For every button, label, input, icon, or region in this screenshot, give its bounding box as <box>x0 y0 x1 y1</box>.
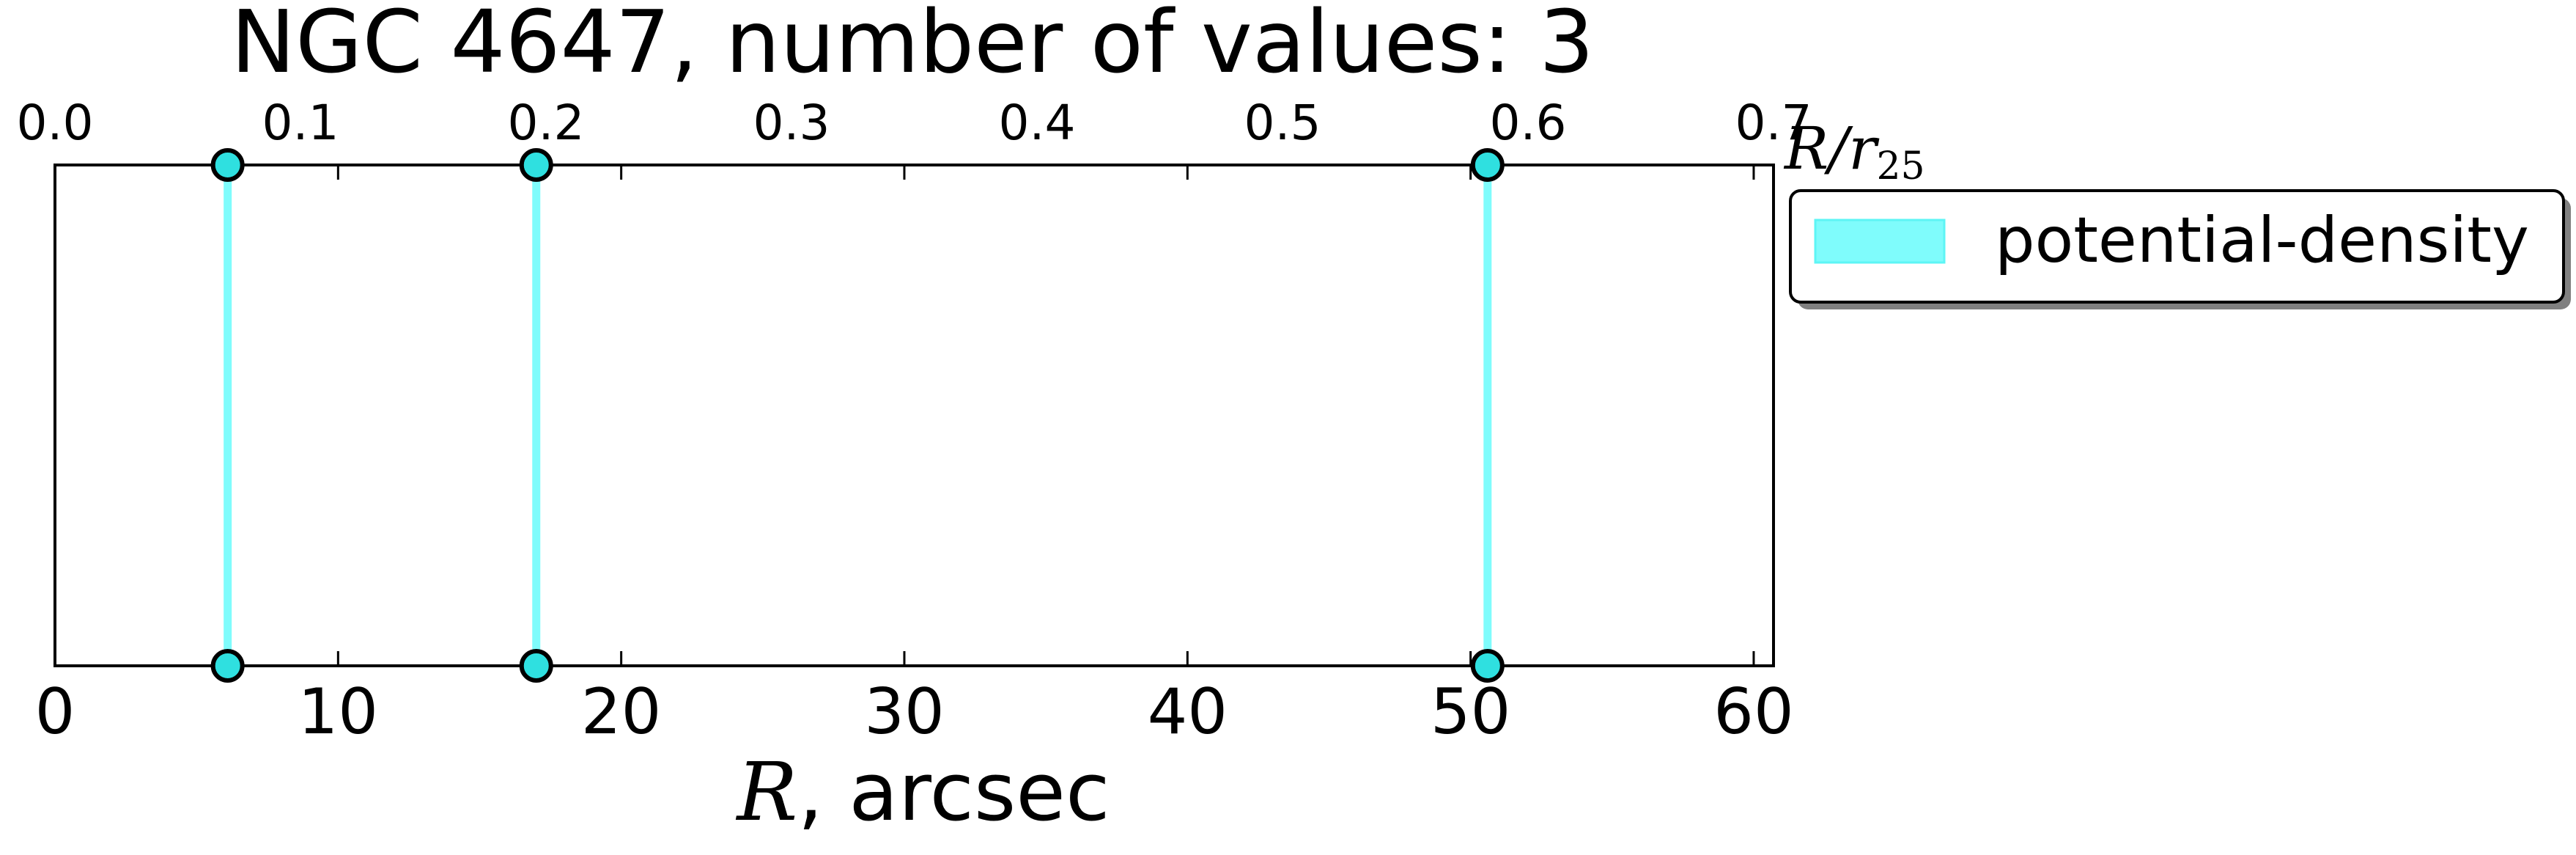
top-tick-label: 0.5 <box>1244 95 1321 151</box>
top-axis-label: R/r25 <box>1783 114 1925 188</box>
top-tick-label: 0.7 <box>1735 95 1812 151</box>
x-tick-label: 10 <box>298 675 378 749</box>
x-tick-label: 20 <box>581 675 661 749</box>
x-tick-label: 60 <box>1713 675 1793 749</box>
chart-title: NGC 4647, number of values: 3 <box>231 0 1594 92</box>
top-tick-label: 0.4 <box>999 95 1076 151</box>
x-tick-label: 40 <box>1148 675 1228 749</box>
series-layer <box>210 148 1505 683</box>
top-axis-label-subscript: 25 <box>1876 144 1924 188</box>
top-tick-label: 0.0 <box>17 95 94 151</box>
top-axis-label-base: R/r <box>1783 114 1880 183</box>
x-tick-label: 0 <box>35 675 75 749</box>
value-marker-top <box>519 148 553 182</box>
x-tick-label: 50 <box>1431 675 1510 749</box>
legend-label: potential-density <box>1995 204 2529 277</box>
legend-box <box>1789 189 2565 304</box>
legend: potential-density <box>1789 189 2571 309</box>
value-marker-top <box>210 148 245 182</box>
x-axis-label-unit: , arcsec <box>797 745 1110 839</box>
top-tick-label: 0.2 <box>508 95 585 151</box>
x-axis-label: R, arcsec <box>736 745 1110 839</box>
top-tick-label: 0.1 <box>262 95 339 151</box>
plot-area: 0 10 20 30 40 50 60 0.0 0.1 0.2 0.3 0.4 0.5 0.6 0.7 <box>17 95 1812 749</box>
top-x-axis: 0.0 0.1 0.2 0.3 0.4 0.5 0.6 0.7 <box>17 95 1812 151</box>
value-marker-top <box>1470 148 1505 182</box>
value-marker-bottom <box>519 649 553 683</box>
legend-swatch <box>1814 219 1946 264</box>
top-tick-label: 0.6 <box>1490 95 1567 151</box>
value-marker-bottom <box>1470 649 1505 683</box>
top-tick-label: 0.3 <box>753 95 830 151</box>
value-marker-bottom <box>210 649 245 683</box>
x-tick-label: 30 <box>864 675 944 749</box>
x-axis-label-symbol: R <box>736 745 798 839</box>
bottom-x-axis: 0 10 20 30 40 50 60 <box>35 165 1794 749</box>
plot-frame <box>53 164 1775 667</box>
